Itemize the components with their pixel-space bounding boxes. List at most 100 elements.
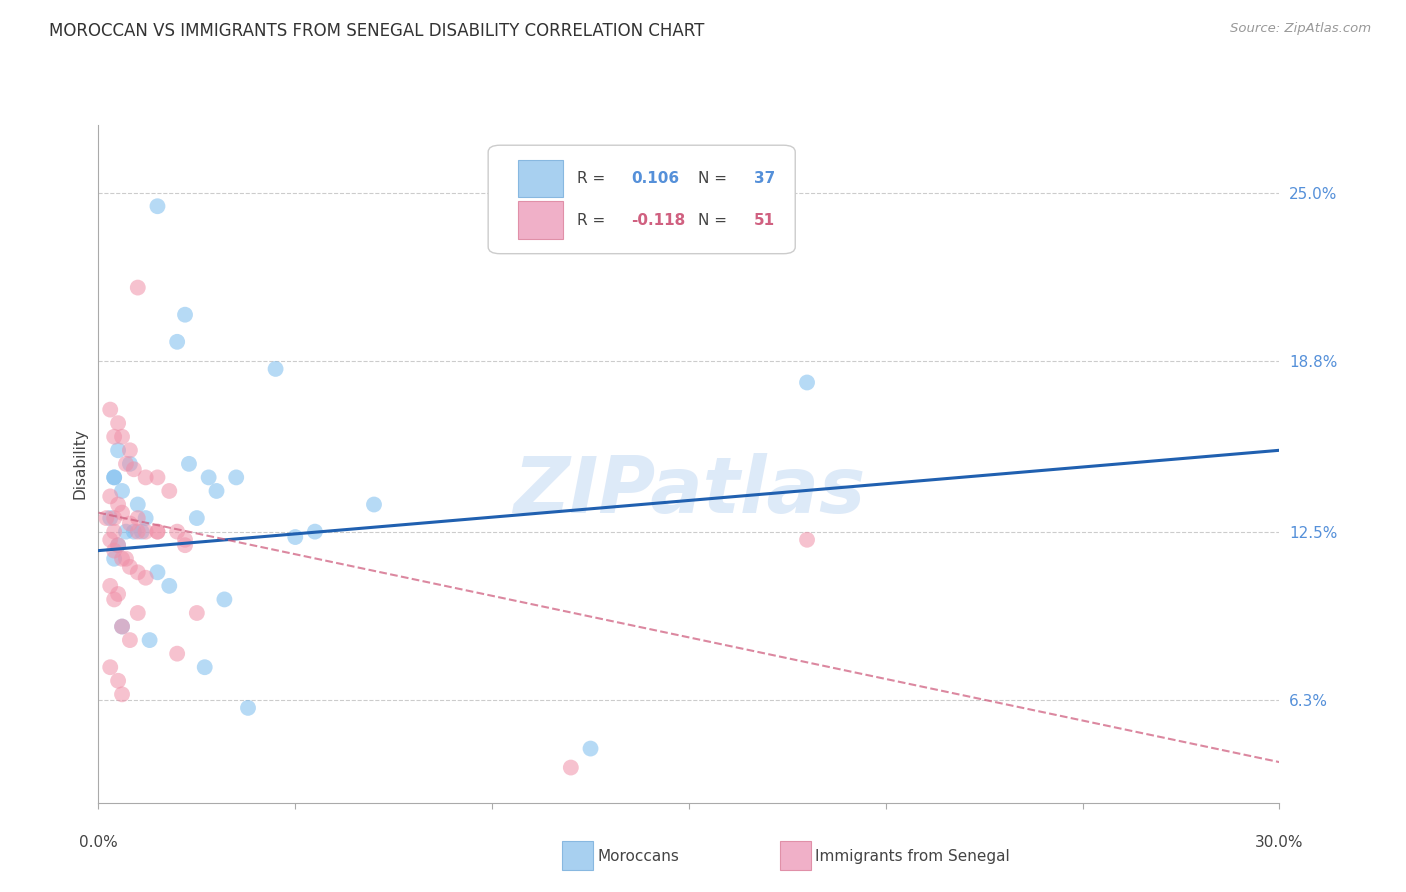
Point: [177, 457, 200, 471]
Point: [166, 647, 188, 661]
Point: [103, 470, 125, 484]
Point: [115, 524, 138, 539]
Point: [98, 402, 121, 417]
Point: [111, 687, 134, 701]
Point: [146, 524, 169, 539]
Point: [118, 560, 141, 574]
Text: 30.0%: 30.0%: [1256, 835, 1303, 850]
Point: [304, 524, 326, 539]
FancyBboxPatch shape: [517, 202, 562, 239]
Point: [111, 506, 134, 520]
Point: [186, 511, 208, 525]
Text: -0.118: -0.118: [631, 212, 685, 227]
Point: [166, 334, 188, 349]
Point: [118, 633, 141, 648]
Point: [127, 566, 149, 580]
Point: [103, 543, 125, 558]
Point: [111, 619, 134, 633]
Point: [157, 483, 180, 498]
Point: [127, 511, 149, 525]
Point: [138, 633, 160, 648]
Text: Moroccans: Moroccans: [598, 849, 679, 863]
Text: 0.106: 0.106: [631, 171, 679, 186]
Point: [107, 416, 129, 430]
Text: 51: 51: [754, 212, 775, 227]
Text: MOROCCAN VS IMMIGRANTS FROM SENEGAL DISABILITY CORRELATION CHART: MOROCCAN VS IMMIGRANTS FROM SENEGAL DISA…: [49, 22, 704, 40]
Text: Immigrants from Senegal: Immigrants from Senegal: [815, 849, 1011, 863]
Point: [236, 701, 259, 715]
Point: [111, 551, 134, 566]
Point: [197, 470, 219, 484]
Point: [174, 533, 197, 547]
Point: [131, 524, 153, 539]
Point: [115, 457, 138, 471]
Text: 0.0%: 0.0%: [79, 835, 118, 850]
Point: [103, 524, 125, 539]
Point: [186, 606, 208, 620]
Point: [796, 533, 818, 547]
Point: [264, 362, 287, 376]
Point: [146, 470, 169, 484]
Point: [118, 516, 141, 531]
Point: [111, 430, 134, 444]
Point: [127, 524, 149, 539]
Text: N =: N =: [699, 171, 727, 186]
Point: [146, 566, 169, 580]
Point: [107, 673, 129, 688]
FancyBboxPatch shape: [517, 161, 562, 197]
Point: [103, 511, 125, 525]
Point: [560, 760, 582, 774]
Point: [111, 483, 134, 498]
Point: [135, 511, 157, 525]
Point: [796, 376, 818, 390]
Point: [98, 511, 121, 525]
Point: [284, 530, 307, 544]
Text: R =: R =: [576, 212, 605, 227]
Point: [107, 538, 129, 552]
Text: 37: 37: [754, 171, 775, 186]
Point: [111, 619, 134, 633]
Point: [157, 579, 180, 593]
Point: [194, 660, 217, 674]
Point: [103, 430, 125, 444]
Point: [363, 498, 385, 512]
Point: [118, 443, 141, 458]
Point: [107, 538, 129, 552]
Point: [174, 308, 197, 322]
Point: [98, 489, 121, 503]
Point: [146, 524, 169, 539]
Point: [135, 571, 157, 585]
Point: [166, 524, 188, 539]
Point: [127, 280, 149, 294]
Point: [115, 551, 138, 566]
Point: [122, 462, 145, 476]
Point: [174, 538, 197, 552]
Text: R =: R =: [576, 171, 605, 186]
Point: [146, 199, 169, 213]
Point: [135, 524, 157, 539]
Point: [103, 551, 125, 566]
Point: [225, 470, 247, 484]
Text: N =: N =: [699, 212, 727, 227]
Point: [107, 443, 129, 458]
FancyBboxPatch shape: [488, 145, 796, 253]
Point: [103, 470, 125, 484]
Point: [107, 498, 129, 512]
Text: Source: ZipAtlas.com: Source: ZipAtlas.com: [1230, 22, 1371, 36]
Point: [579, 741, 602, 756]
Point: [205, 483, 228, 498]
Point: [214, 592, 236, 607]
Point: [96, 511, 118, 525]
Point: [98, 660, 121, 674]
Y-axis label: Disability: Disability: [72, 428, 87, 500]
Point: [103, 592, 125, 607]
Point: [122, 524, 145, 539]
Point: [98, 533, 121, 547]
Point: [98, 579, 121, 593]
Point: [127, 498, 149, 512]
Point: [127, 606, 149, 620]
Text: ZIPatlas: ZIPatlas: [513, 453, 865, 529]
Point: [107, 587, 129, 601]
Point: [118, 457, 141, 471]
Point: [135, 470, 157, 484]
